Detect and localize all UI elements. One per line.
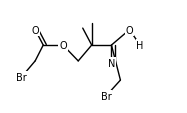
Text: Br: Br xyxy=(101,91,111,101)
Text: O: O xyxy=(126,26,133,35)
Text: O: O xyxy=(59,41,67,51)
Text: O: O xyxy=(31,26,39,35)
Text: H: H xyxy=(137,41,144,51)
Text: N: N xyxy=(108,59,115,68)
Text: Br: Br xyxy=(16,72,27,82)
